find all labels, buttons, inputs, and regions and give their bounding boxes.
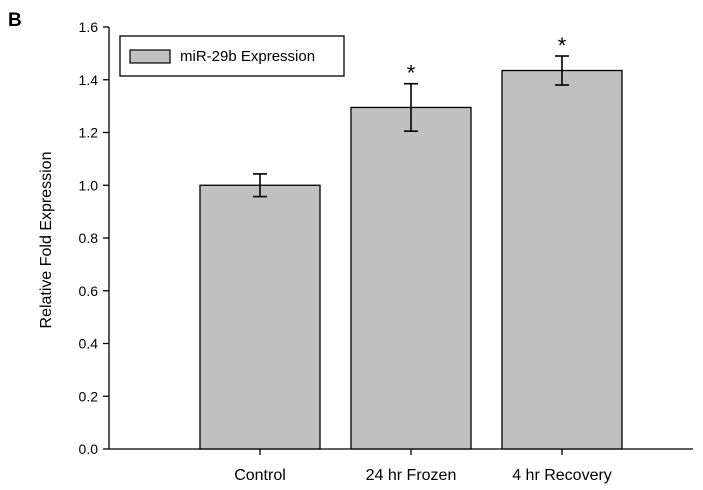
y-tick-label: 0.0 xyxy=(79,441,99,457)
x-tick-label: 4 hr Recovery xyxy=(512,467,612,484)
legend: miR-29b Expression xyxy=(119,35,345,77)
bars xyxy=(199,55,623,450)
x-tick-label: 24 hr Frozen xyxy=(366,467,457,484)
x-tick-label: Control xyxy=(234,467,286,484)
y-tick-label: 1.4 xyxy=(79,72,99,88)
panel-label: B xyxy=(8,10,22,31)
y-tick-label: 0.2 xyxy=(79,388,99,404)
legend-swatch xyxy=(129,49,171,64)
y-tick-label: 0.4 xyxy=(79,336,99,352)
significance-star: * xyxy=(407,61,416,86)
bar xyxy=(199,184,321,450)
bar xyxy=(350,106,472,450)
y-tick-label: 1.2 xyxy=(79,125,99,141)
significance-star: * xyxy=(558,33,567,58)
y-tick-label: 0.8 xyxy=(79,230,99,246)
y-tick-label: 0.6 xyxy=(79,283,99,299)
axes: 0.0 0.2 0.4 0.6 0.8 1.0 1.2 1.4 1.6 Relative Fold… xyxy=(38,19,693,457)
labels: Control * 24 hr Frozen * 4 hr Recovery xyxy=(234,33,612,484)
legend-label: miR-29b Expression xyxy=(180,48,315,65)
bar xyxy=(501,69,623,450)
y-tick-label: 1.6 xyxy=(79,19,99,35)
y-tick-label: 1.0 xyxy=(79,177,99,193)
y-axis-title: Relative Fold Expression xyxy=(38,152,55,329)
